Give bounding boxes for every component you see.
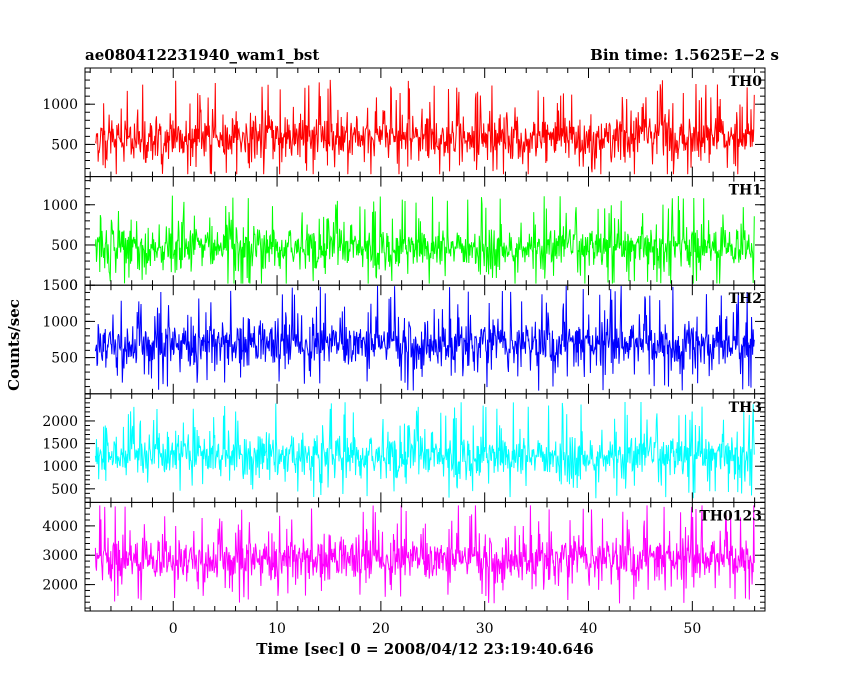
panel-frame-th0123 — [84, 501, 766, 612]
x-tick-label: 0 — [169, 621, 178, 637]
y-tick-label: 2000 — [42, 414, 78, 430]
y-tick-label: 500 — [51, 238, 78, 254]
y-tick-label: 500 — [51, 137, 78, 153]
y-tick-label: 4000 — [42, 519, 78, 535]
y-tick-label: 0 — [69, 278, 78, 294]
x-tick-label: 30 — [476, 621, 494, 637]
panel-label-th0123: TH0123 — [699, 508, 762, 524]
panel-label-th3: TH3 — [729, 400, 762, 416]
y-tick-label: 1500 — [42, 437, 78, 453]
y-tick-label: 3000 — [42, 548, 78, 564]
series-line-th1 — [94, 195, 755, 284]
x-tick-label: 50 — [683, 621, 701, 637]
y-tick-label: 1000 — [42, 97, 78, 113]
series-line-th0 — [94, 79, 755, 175]
panel-label-th0: TH0 — [729, 74, 763, 90]
panel-label-th1: TH1 — [729, 183, 762, 199]
series-line-th3 — [94, 401, 755, 499]
x-axis-label: Time [sec] 0 = 2008/04/12 23:19:40.646 — [256, 640, 593, 658]
x-tick-label: 20 — [372, 621, 390, 637]
bin-time-label: Bin time: 1.5625E−2 s — [590, 46, 779, 64]
chart-title: ae080412231940_wam1_bst — [85, 46, 319, 64]
series-line-th2 — [94, 285, 755, 391]
x-tick-label: 40 — [580, 621, 598, 637]
panel-label-th2: TH2 — [729, 291, 762, 307]
y-tick-label: 1000 — [42, 459, 78, 475]
panels-group: TH05001000TH105001000TH250010001500TH350… — [42, 67, 766, 637]
y-tick-label: 1000 — [42, 314, 78, 330]
y-tick-label: 2000 — [42, 578, 78, 594]
y-tick-label: 500 — [51, 351, 78, 367]
series-line-th0123 — [94, 505, 755, 604]
y-tick-label: 1500 — [42, 278, 78, 294]
y-tick-label: 500 — [51, 482, 78, 498]
y-axis-label: Counts/sec — [5, 299, 23, 391]
x-tick-label: 10 — [268, 621, 286, 637]
y-tick-label: 1000 — [42, 198, 78, 214]
